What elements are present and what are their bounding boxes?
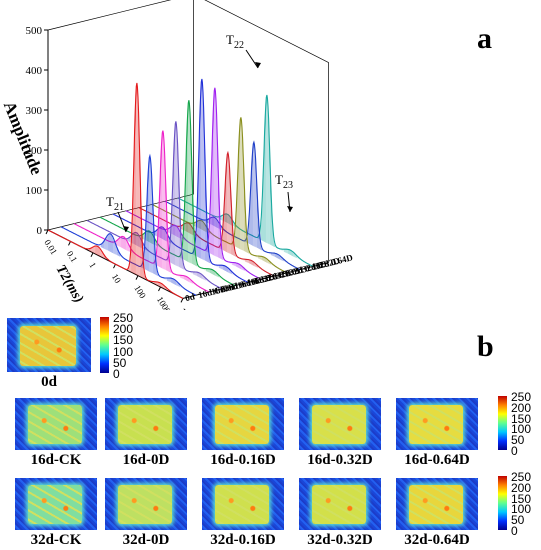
sample-region <box>312 485 367 524</box>
sample-region <box>312 405 367 444</box>
sample-region <box>118 405 173 444</box>
t23-label: T23 <box>275 172 293 191</box>
image-label: 16d-CK <box>30 452 82 468</box>
y-tick-label: 500 <box>26 25 43 37</box>
colorbar-tick-label: 200 <box>511 480 532 495</box>
x-tick <box>90 252 94 258</box>
image-label: 16d-0.64D <box>404 452 470 468</box>
x-tick-label: 0.01 <box>42 238 59 257</box>
panel-b-letter: b <box>477 330 494 363</box>
sample-region <box>28 405 83 444</box>
image-label: 32d-0.32D <box>307 532 373 548</box>
y-tick-label: 300 <box>26 105 43 117</box>
sample-region <box>118 485 173 524</box>
image-label: 0d <box>41 374 57 390</box>
sample-region <box>215 405 270 444</box>
y-tick-label: 200 <box>26 145 43 157</box>
mri-image <box>7 318 91 372</box>
image-label: 32d-CK <box>30 532 82 548</box>
x-tick <box>180 298 184 303</box>
series-legend-label: 0d <box>184 291 196 303</box>
t21-label-subscript: 21 <box>114 202 124 213</box>
mri-image <box>396 398 478 450</box>
colorbar-tick-label: 250 <box>511 390 532 404</box>
x-tick-label: 10 <box>110 272 124 285</box>
series-line <box>47 82 184 299</box>
colorbar-tick-label: 100 <box>511 422 532 437</box>
image-label: 32d-0.16D <box>210 532 276 548</box>
sample-region <box>409 405 464 444</box>
colorbar-tick-label: 250 <box>511 470 532 484</box>
x-tick-label: 1000 <box>155 295 173 310</box>
colorbar <box>498 476 507 530</box>
box-top-left-edge <box>47 0 172 31</box>
colorbar-tick-label: 100 <box>511 502 532 517</box>
t21-label-arrowhead <box>123 226 129 232</box>
colorbar-tick-label: 200 <box>113 322 134 337</box>
x-axis-title: T2(ms) <box>53 263 87 306</box>
mri-image <box>396 478 478 530</box>
colorbar-tick-label: 150 <box>113 333 134 348</box>
chart-series <box>47 78 314 299</box>
colorbar-tick-label: 150 <box>511 491 532 506</box>
x-tick <box>45 229 49 235</box>
colorbar-tick-label: 0 <box>113 367 120 381</box>
x-tick <box>135 275 139 280</box>
colorbar <box>498 396 507 450</box>
box-back-top-edge <box>204 0 329 63</box>
colorbar-tick-label: 250 <box>113 311 134 325</box>
sample-region <box>215 485 270 524</box>
colorbar-tick-label: 100 <box>113 344 134 359</box>
x-tick-label: 0.1 <box>65 249 79 264</box>
image-label: 16d-0.16D <box>210 452 276 468</box>
colorbar-tick-label: 50 <box>511 433 525 448</box>
x-tick <box>158 286 161 292</box>
x-tick-label: 1 <box>87 261 98 270</box>
image-label: 32d-0D <box>122 532 170 548</box>
x-tick-label: 10000 <box>177 306 198 310</box>
image-label: 32d-0.64D <box>404 532 470 548</box>
y-tick-label: 100 <box>26 185 43 197</box>
mri-image <box>15 478 97 530</box>
x-tick <box>113 263 116 269</box>
colorbar-tick-label: 200 <box>511 400 532 415</box>
y-tick-label: 0 <box>37 225 43 237</box>
mri-image <box>299 478 381 530</box>
t22-label-arrow <box>245 49 259 69</box>
sample-region <box>28 485 83 524</box>
t22-label: T22 <box>226 32 244 51</box>
t22-label-arrowhead <box>255 62 261 68</box>
panel-a-letter: a <box>477 22 492 55</box>
sample-region <box>20 325 76 366</box>
colorbar <box>100 317 109 373</box>
series-line <box>60 153 197 296</box>
t23-label-arrowhead <box>287 206 293 212</box>
t23-label-subscript: 23 <box>283 180 293 191</box>
image-label: 16d-0.32D <box>307 452 373 468</box>
x-tick <box>68 241 71 246</box>
mri-image <box>202 398 284 450</box>
colorbar-tick-label: 50 <box>511 513 525 528</box>
mri-image <box>299 398 381 450</box>
t21-label: T21 <box>106 194 124 213</box>
mri-image <box>202 478 284 530</box>
y-tick-label: 400 <box>26 65 43 77</box>
mri-image <box>105 478 187 530</box>
colorbar-tick-label: 150 <box>511 411 532 426</box>
x-tick-label: 100 <box>132 283 148 300</box>
mri-image <box>105 398 187 450</box>
t22-label-subscript: 22 <box>234 40 244 51</box>
colorbar-tick-label: 50 <box>113 355 127 370</box>
mri-image <box>15 398 97 450</box>
sample-region <box>409 485 464 524</box>
colorbar-tick-label: 0 <box>511 444 518 458</box>
colorbar-tick-label: 0 <box>511 524 518 538</box>
series-legend-label: 16d CK <box>197 283 228 300</box>
depth-axis-line <box>182 262 329 299</box>
box-bottom-left-edge <box>47 193 194 231</box>
image-label: 16d-0D <box>122 452 170 468</box>
